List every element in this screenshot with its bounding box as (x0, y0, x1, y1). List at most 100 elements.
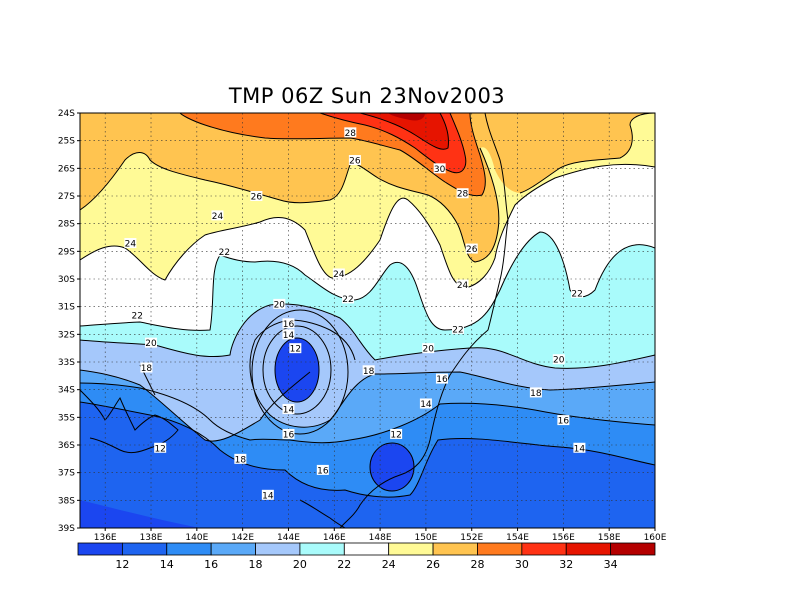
color-bar-swatch (121, 542, 168, 556)
contour-label-bg (390, 428, 403, 439)
contour-label-bg (282, 318, 295, 329)
contour-label-bg (571, 287, 584, 298)
lat-tick-label: 36S (58, 441, 75, 451)
temp-band-26-28 (80, 113, 655, 262)
temp-band-32-34 (360, 113, 449, 150)
contour-label-bg (456, 188, 469, 199)
contour-label: 16 (283, 320, 295, 330)
contour-label-bg (316, 464, 329, 475)
contour-label-bg (465, 243, 478, 254)
color-bar-swatch (432, 542, 478, 556)
lon-tick-label: 142E (231, 533, 254, 543)
lat-tick-label: 34S (58, 386, 75, 396)
contour-label-bg (124, 238, 137, 249)
contour-label: 14 (574, 444, 586, 454)
contour-label: 24 (125, 240, 137, 250)
contour-label: 20 (145, 339, 157, 349)
contour-label: 22 (342, 295, 353, 305)
color-bar-label: 28 (470, 558, 484, 571)
contour-label: 26 (466, 245, 478, 255)
contour-label: 20 (274, 300, 286, 310)
contour-label: 24 (212, 212, 224, 222)
contour-label: 20 (422, 345, 434, 355)
contour-label: 14 (283, 331, 295, 341)
contour-label: 28 (457, 190, 469, 200)
lat-tick-label: 27S (58, 192, 75, 202)
contour-label-bg (218, 246, 231, 257)
contour-label: 16 (317, 466, 329, 476)
contour-label-bg (557, 415, 570, 426)
lon-tick-label: 140E (185, 533, 208, 543)
lat-tick-label: 37S (58, 469, 75, 479)
contour-label-bg (282, 329, 295, 340)
contour-label-bg (573, 442, 586, 453)
contour-label: 18 (363, 367, 375, 377)
contour-label-bg (234, 453, 247, 464)
lat-tick-label: 33S (58, 358, 75, 368)
lon-tick-label: 156E (552, 533, 575, 543)
lat-tick-label: 35S (58, 413, 75, 423)
contour-label-bg (289, 343, 302, 354)
color-bar-swatch (388, 542, 434, 556)
contour-lines (80, 113, 655, 498)
contour-label-bg (342, 293, 355, 304)
contour-label-bg (131, 309, 144, 320)
contour-label-bg (456, 279, 469, 290)
color-bar-swatch (299, 542, 345, 556)
map-axes: 136E 138E 140E 142E 144E 146E 148E 150E 152E 154E… (58, 109, 667, 543)
contour-label-bg (154, 442, 167, 453)
lat-tick-label: 39S (58, 524, 75, 534)
lon-tick-label: 158E (598, 533, 621, 543)
contour-label: 18 (235, 455, 247, 465)
lat-tick-label: 31S (58, 303, 75, 313)
color-bar-label: 32 (559, 558, 573, 571)
contour-label: 18 (530, 389, 542, 399)
contour-label-bg (145, 337, 158, 348)
contour-label: 30 (434, 165, 446, 175)
contour-label-bg (332, 268, 345, 279)
color-bar-label: 24 (382, 558, 396, 571)
lat-tick-label: 28S (58, 220, 75, 230)
lon-tick-label: 138E (140, 533, 163, 543)
color-bar-label: 12 (115, 558, 129, 571)
lat-tick-label: 26S (58, 164, 75, 174)
contour-label: 26 (251, 193, 263, 203)
contour-label-bg (451, 323, 464, 334)
lon-tick-label: 148E (369, 533, 392, 543)
lat-tick-label: 29S (58, 247, 75, 257)
color-bar-label: 18 (249, 558, 263, 571)
contour-label: 26 (349, 157, 361, 167)
contour-label-bg (529, 387, 542, 398)
lon-tick-label: 152E (460, 533, 483, 543)
contour-label: 14 (420, 400, 432, 410)
lon-tick-label: 160E (644, 533, 667, 543)
contour-label: 24 (333, 270, 345, 280)
contour-label-bg (261, 489, 274, 500)
contour-label-bg (433, 163, 446, 174)
contour-label-bg (348, 155, 361, 166)
map-title: TMP 06Z Sun 23Nov2003 (228, 84, 506, 108)
contour-label-bg (419, 398, 432, 409)
temp-low-12-b (370, 443, 414, 491)
color-bar-swatch (77, 542, 123, 556)
contour-label: 22 (219, 248, 230, 258)
contour-label-bg (282, 428, 295, 439)
color-bar-label: 20 (293, 558, 307, 571)
contour-label: 22 (452, 325, 463, 335)
contour-label: 12 (390, 430, 401, 440)
contour-label-bg (273, 298, 286, 309)
contour-label-bg (435, 373, 448, 384)
contour-label: 16 (283, 430, 295, 440)
contour-label-bg (140, 362, 153, 373)
lon-tick-label: 144E (277, 533, 300, 543)
contour-label: 14 (283, 406, 295, 416)
contour-label: 20 (553, 356, 565, 366)
color-bar-swatch (255, 542, 301, 556)
contour-label: 28 (345, 129, 357, 139)
color-bar-label: 14 (160, 558, 174, 571)
lat-tick-label: 32S (58, 330, 75, 340)
color-bar-label: 22 (337, 558, 351, 571)
contour-label: 22 (132, 311, 143, 321)
